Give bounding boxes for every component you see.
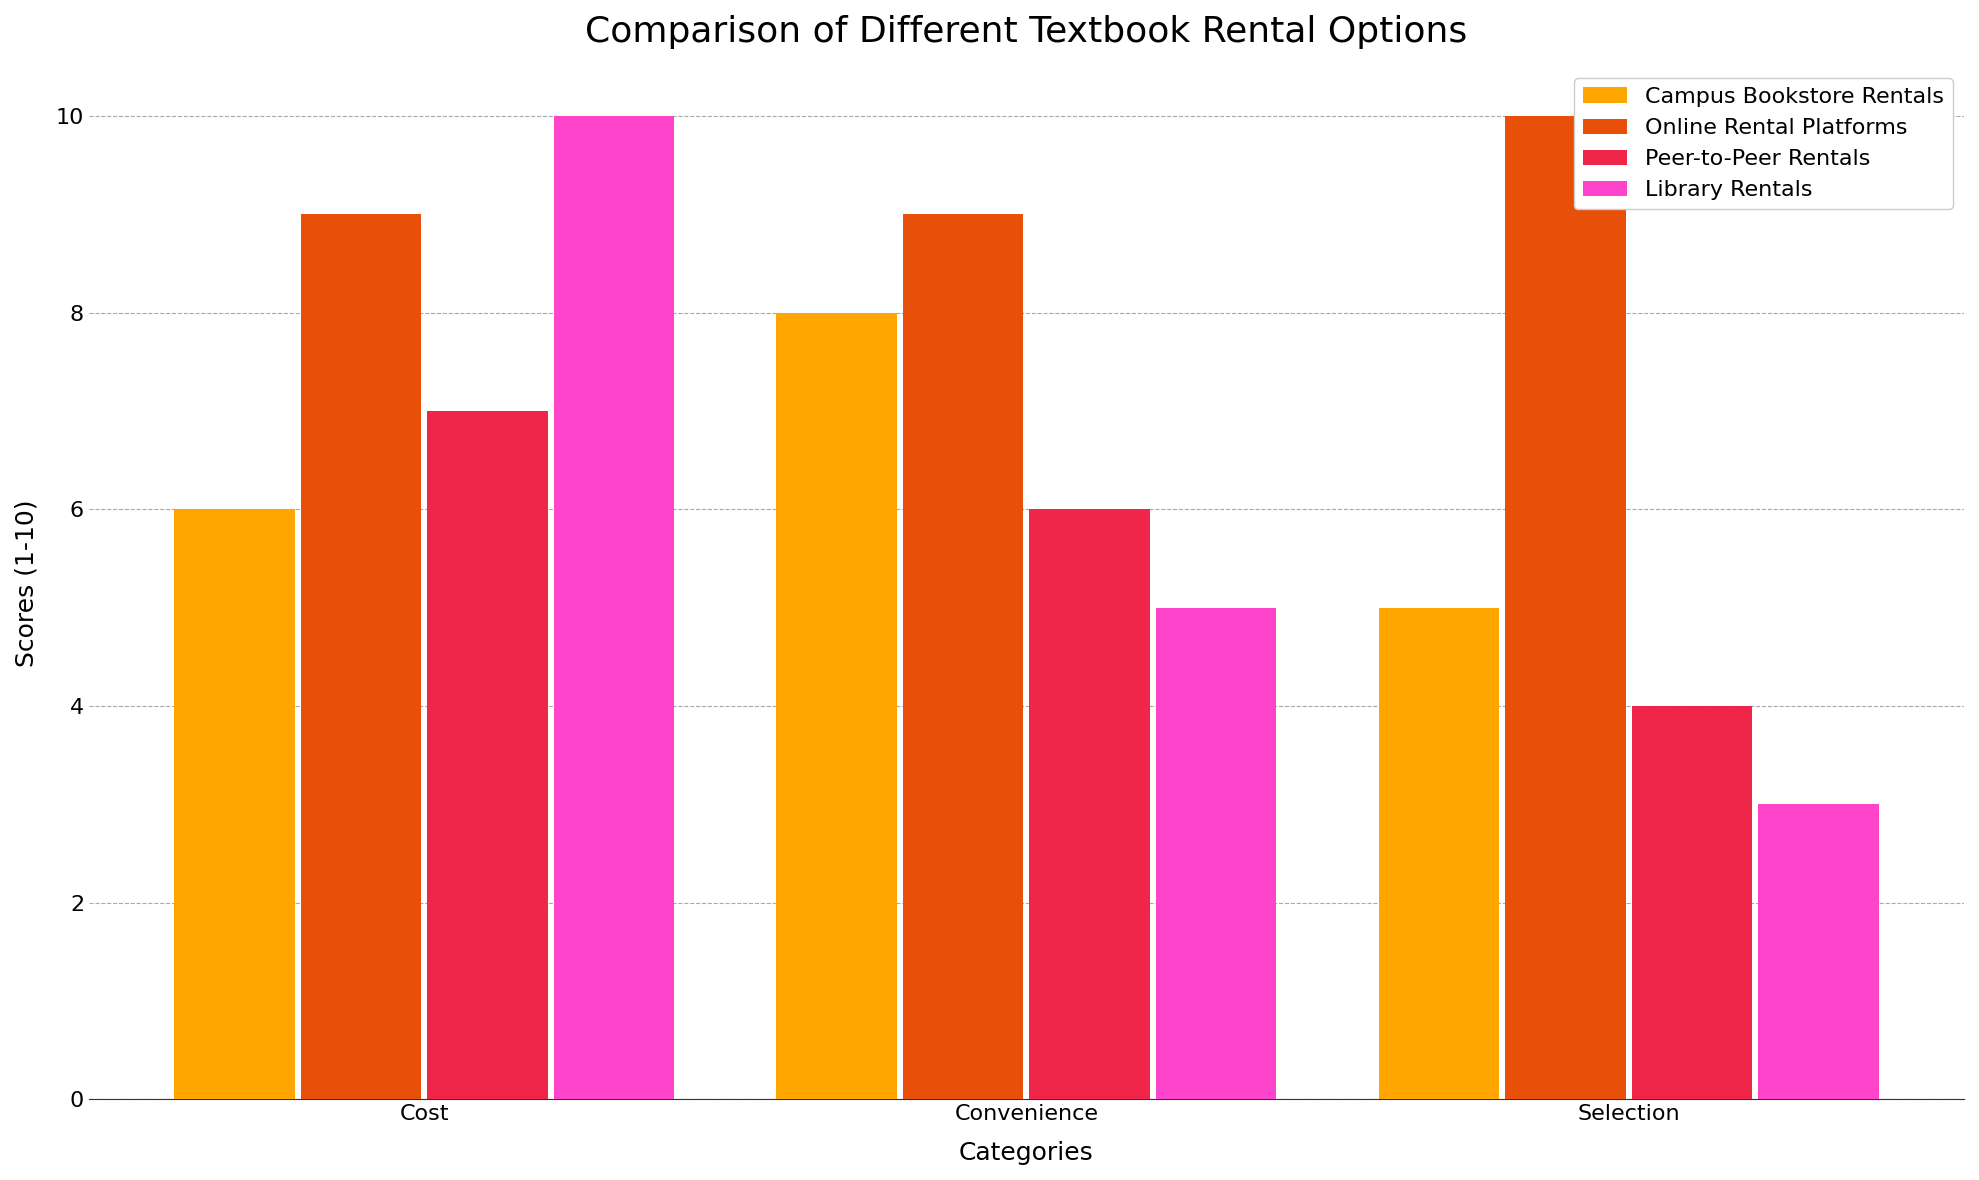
Legend: Campus Bookstore Rentals, Online Rental Platforms, Peer-to-Peer Rentals, Library: Campus Bookstore Rentals, Online Rental …: [1573, 78, 1953, 209]
Bar: [427, 411, 548, 1100]
Bar: [1757, 805, 1878, 1100]
Bar: [554, 116, 675, 1100]
Bar: [301, 215, 422, 1100]
Title: Comparison of Different Textbook Rental Options: Comparison of Different Textbook Rental …: [586, 15, 1468, 50]
Bar: [1156, 608, 1276, 1100]
Bar: [1506, 116, 1627, 1100]
Bar: [1379, 608, 1500, 1100]
Bar: [1633, 706, 1751, 1100]
Bar: [776, 313, 896, 1100]
Bar: [174, 510, 295, 1100]
Bar: [1029, 510, 1150, 1100]
Y-axis label: Scores (1-10): Scores (1-10): [16, 499, 40, 667]
X-axis label: Categories: Categories: [960, 1141, 1094, 1165]
Bar: [902, 215, 1023, 1100]
